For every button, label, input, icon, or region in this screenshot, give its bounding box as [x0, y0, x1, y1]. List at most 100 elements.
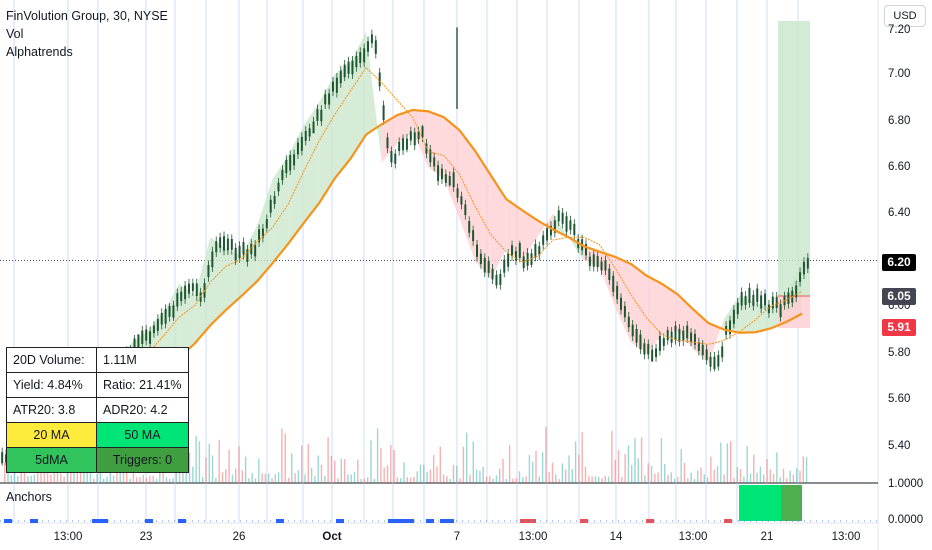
- bear-zone: [459, 130, 476, 261]
- time-label: 14: [609, 531, 623, 543]
- candle-body: [195, 283, 198, 296]
- volume-bar: [449, 478, 451, 483]
- volume-bar: [508, 444, 511, 483]
- volume-bar: [211, 455, 214, 483]
- candle-body: [557, 210, 560, 222]
- volume-bar: [726, 443, 729, 483]
- ratio-cell: Ratio: 21.41%: [96, 372, 189, 398]
- candle-body: [320, 109, 323, 122]
- candle-body: [335, 77, 338, 93]
- candle-body: [522, 256, 525, 269]
- anchors-scale-bottom: 0.0000: [888, 514, 924, 526]
- anchor-marker: [4, 519, 12, 523]
- volume-bar: [228, 449, 230, 483]
- time-label: 7: [453, 531, 461, 543]
- volume-bar: [297, 470, 300, 483]
- volume-bar: [456, 465, 458, 483]
- volume-bar: [112, 475, 115, 483]
- price-label: 7.00: [888, 68, 911, 80]
- candle-body: [787, 292, 790, 304]
- volume-bar: [357, 459, 359, 483]
- volume-bar: [76, 467, 78, 483]
- candle-body: [390, 151, 393, 163]
- volume-bar: [215, 477, 217, 483]
- volume-bar: [601, 478, 603, 483]
- candle-body: [740, 292, 743, 306]
- anchor-marker: [178, 519, 186, 523]
- volume-bar: [571, 469, 573, 483]
- volume-bar: [43, 468, 45, 483]
- candle-body: [670, 331, 673, 343]
- volume-bar: [640, 437, 643, 483]
- candle-body: [546, 228, 549, 241]
- time-label: 13:00: [678, 531, 708, 543]
- ma50-cell: 50 MA: [96, 422, 189, 448]
- price-tag-red: 5.91: [882, 319, 916, 336]
- anchor-marker: [528, 519, 536, 523]
- volume-bar: [119, 472, 121, 483]
- candle-body: [191, 283, 194, 292]
- price-label: 5.40: [888, 440, 911, 452]
- candle-body: [145, 329, 148, 341]
- candle-body: [265, 219, 268, 229]
- volume-bar: [10, 474, 12, 483]
- volume-bar: [578, 454, 580, 483]
- volume-bar: [360, 478, 362, 483]
- volume-bar: [195, 435, 197, 483]
- candle-body: [234, 247, 237, 261]
- volume-bar: [142, 474, 144, 483]
- anchors-pane-title[interactable]: Anchors: [6, 490, 52, 504]
- volume-bar: [779, 477, 781, 483]
- candle-body: [324, 94, 327, 105]
- candle-body: [211, 251, 214, 268]
- anchor-marker: [276, 519, 284, 523]
- volume-bar: [208, 443, 210, 483]
- candle-body: [682, 330, 685, 342]
- symbol-title[interactable]: FinVolution Group, 30, NYSE: [6, 9, 168, 23]
- candle-body: [456, 188, 459, 198]
- candle-body: [133, 338, 136, 351]
- candle-body: [343, 64, 346, 78]
- volume-bar: [789, 470, 791, 483]
- anchor-marker: [400, 519, 408, 523]
- candle-body: [686, 325, 689, 339]
- time-label: Oct: [322, 531, 342, 543]
- volume-bar: [769, 469, 771, 483]
- bear-zone: [412, 110, 429, 168]
- bear-zone: [506, 199, 522, 261]
- volume-bar: [400, 478, 402, 483]
- alphatrends-indicator-label[interactable]: Alphatrends: [6, 45, 73, 59]
- volume-bar: [155, 478, 158, 483]
- volume-bar: [495, 475, 498, 483]
- candle-body: [160, 312, 163, 325]
- candle-body: [596, 256, 599, 267]
- candle-body: [584, 243, 587, 256]
- volume-bar: [343, 459, 346, 483]
- volume-indicator-label[interactable]: Vol: [6, 27, 24, 41]
- volume-bar: [251, 472, 253, 483]
- candle-body: [374, 40, 377, 54]
- volume-bar: [462, 446, 465, 483]
- volume-bar: [221, 472, 224, 483]
- volume-bar: [475, 469, 478, 483]
- candle-body: [592, 254, 595, 267]
- anchor-marker: [145, 519, 153, 523]
- volume-bar: [192, 466, 194, 483]
- volume-bar: [739, 469, 742, 483]
- volume-bar: [363, 478, 366, 483]
- candle-body: [328, 93, 331, 105]
- candle-body: [1, 452, 4, 464]
- volume-bar: [568, 455, 570, 483]
- volume-bar: [403, 462, 405, 483]
- volume-bar: [786, 478, 788, 483]
- volume-bar: [621, 477, 623, 483]
- anchor-marker: [336, 519, 344, 523]
- candle-body: [176, 293, 179, 307]
- bull-zone: [194, 237, 211, 344]
- candle-body: [806, 257, 809, 269]
- currency-button[interactable]: USD: [884, 5, 926, 27]
- volume-bar: [541, 452, 544, 483]
- volume-bar: [759, 466, 762, 483]
- volume-bar: [149, 475, 151, 483]
- candle-body: [600, 261, 603, 271]
